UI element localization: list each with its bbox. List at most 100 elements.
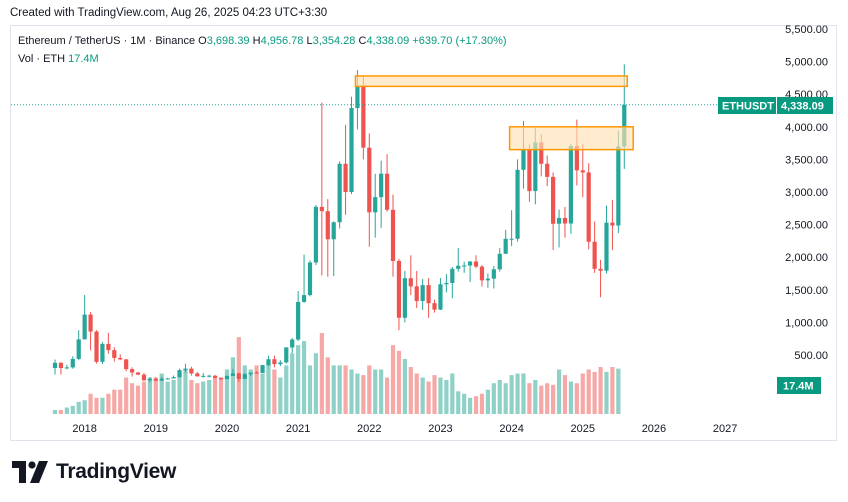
volume-bar (343, 365, 348, 414)
candle-body (284, 347, 289, 363)
tradingview-logo[interactable]: TradingView (12, 460, 176, 484)
candle-body (112, 350, 117, 358)
volume-bar (402, 358, 407, 414)
volume-bar (159, 373, 164, 414)
symbol-title[interactable]: Ethereum / TetherUS · 1M · Binance (18, 35, 196, 47)
volume-bar (586, 369, 591, 414)
price-tick-label: 3,000.00 (785, 187, 828, 199)
volume-bar (88, 393, 93, 414)
volume-bar (94, 397, 99, 414)
candle-body (319, 206, 324, 212)
candle (420, 279, 425, 311)
candle-body (379, 173, 384, 198)
candle (218, 377, 224, 380)
candle-body (296, 301, 301, 340)
candle-body (503, 238, 508, 254)
volume-bar (165, 381, 170, 414)
volume-bar (450, 373, 455, 414)
candle-body (165, 378, 170, 380)
chart-frame (10, 25, 837, 441)
candle (112, 347, 117, 362)
volume-bar (432, 375, 437, 414)
candle-body (248, 372, 253, 375)
candle-body (64, 367, 69, 369)
volume-bar (509, 375, 514, 414)
volume-bar (414, 373, 419, 414)
volume-bar (533, 379, 538, 414)
candle (331, 221, 336, 277)
candle-body (479, 266, 485, 281)
candle-body (622, 104, 627, 147)
candle-body (94, 331, 99, 362)
annotation-rectangle[interactable] (354, 75, 629, 88)
volume-bar (503, 383, 508, 414)
price-tag: ETHUSDT 4,338.09 (718, 97, 833, 114)
candle-body (147, 378, 152, 381)
volume-label[interactable]: Vol · ETH (18, 53, 66, 65)
candle-body (218, 377, 224, 380)
candle (473, 255, 479, 269)
candle-body (325, 211, 330, 240)
candle-body (527, 149, 532, 192)
candle (367, 133, 372, 247)
annotation-rectangle[interactable] (508, 126, 634, 151)
candle (604, 205, 609, 274)
volume-legend: Vol · ETH 17.4M (18, 53, 99, 65)
volume-bar (248, 369, 253, 414)
volume-bar (355, 373, 360, 414)
candle (444, 274, 449, 293)
candle-body (396, 260, 402, 318)
candle-body (290, 339, 295, 348)
candle-body (521, 149, 526, 170)
candle-body (236, 373, 241, 379)
price-tick-label: 3,500.00 (785, 154, 828, 166)
candle (337, 161, 342, 229)
volume-bar (568, 381, 574, 414)
candles (52, 64, 627, 383)
candle (52, 359, 58, 375)
candle (426, 278, 431, 318)
candle (379, 160, 384, 228)
candle (189, 366, 194, 376)
time-axis: 2018 2019 2020 2021 2022 2023 2024 2025 2026 2027 (72, 423, 737, 435)
time-tick-label: 2022 (357, 423, 381, 435)
volume-bar (319, 333, 324, 414)
candle (236, 372, 241, 382)
time-tick-label: 2026 (642, 423, 666, 435)
candle (94, 330, 99, 364)
candle-body (224, 375, 230, 380)
volume-bar (438, 377, 443, 414)
price-tick-label: 2,500.00 (785, 220, 828, 232)
candle-body (432, 303, 437, 310)
candle (438, 278, 443, 311)
candle-body (604, 222, 609, 271)
volume-bar (331, 365, 336, 414)
volume-bar (545, 383, 550, 414)
candle (100, 341, 105, 365)
volume-bar (521, 373, 526, 414)
candle-body (135, 372, 141, 375)
candle-body (313, 206, 319, 263)
time-tick-label: 2024 (499, 423, 523, 435)
candle (207, 374, 212, 378)
volume-bar (367, 365, 372, 414)
candle (491, 266, 496, 289)
volume-value: 17.4M (68, 53, 99, 65)
close-label: C (358, 35, 367, 47)
candle-body (195, 373, 200, 377)
candle (177, 368, 182, 378)
time-tick-label: 2023 (428, 423, 452, 435)
candle (147, 377, 152, 383)
candle-body (141, 374, 147, 381)
volume-bar (296, 345, 301, 414)
candle-body (337, 163, 342, 223)
candle (545, 155, 550, 187)
volume-bar (290, 353, 295, 414)
candle-body (331, 222, 336, 240)
candle (598, 259, 603, 298)
candle (272, 355, 277, 368)
candle-body (539, 142, 544, 164)
candle-body (545, 163, 550, 177)
candle-body (610, 222, 615, 226)
